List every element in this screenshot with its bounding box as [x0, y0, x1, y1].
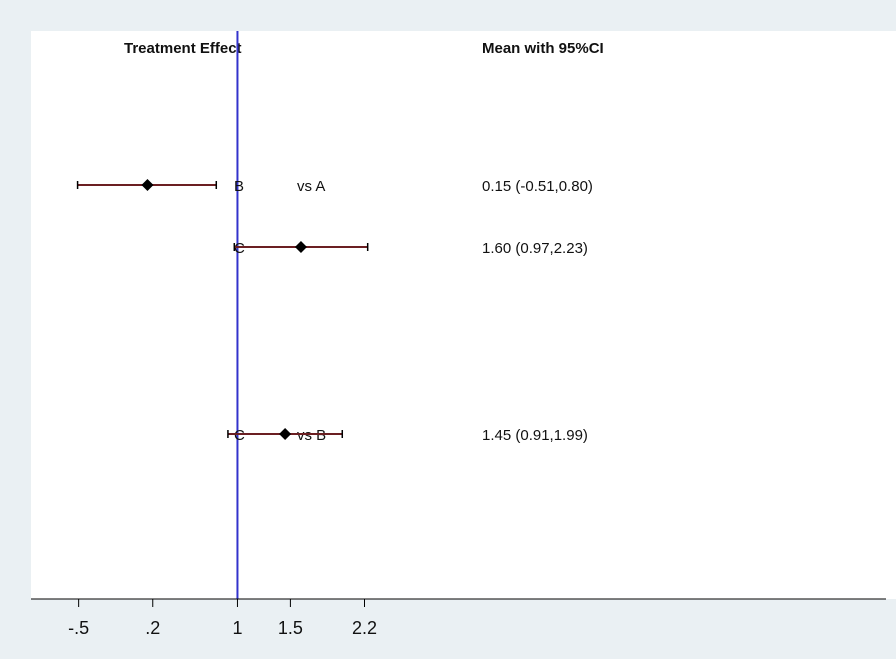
mean-marker: [141, 179, 154, 191]
mean-ci-text: 1.45 (0.91,1.99): [482, 427, 588, 444]
x-tick-label: .2: [145, 618, 160, 638]
x-tick-label: 2.2: [352, 618, 377, 638]
mean-ci-text: 0.15 (-0.51,0.80): [482, 178, 593, 195]
treatment-label: C: [234, 240, 245, 257]
treatment-label: B: [234, 178, 244, 195]
x-axis-ticks: -.5 .2 1 1.5 2.2: [68, 599, 377, 638]
mean-ci-text: 1.60 (0.97,2.23): [482, 240, 588, 257]
x-tick-label: 1: [232, 618, 242, 638]
comparator-label: vs A: [297, 178, 325, 195]
forest-row: C 1.60 (0.97,2.23): [233, 240, 588, 257]
mean-marker: [279, 428, 292, 440]
header-mean-ci: Mean with 95%CI: [482, 40, 604, 57]
plot-area: [31, 31, 896, 599]
x-tick-label: -.5: [68, 618, 89, 638]
comparator-label: vs B: [297, 427, 326, 444]
mean-marker: [294, 241, 307, 253]
header-treatment-effect: Treatment Effect: [124, 40, 242, 57]
treatment-label: C: [234, 427, 245, 444]
x-tick-label: 1.5: [278, 618, 303, 638]
